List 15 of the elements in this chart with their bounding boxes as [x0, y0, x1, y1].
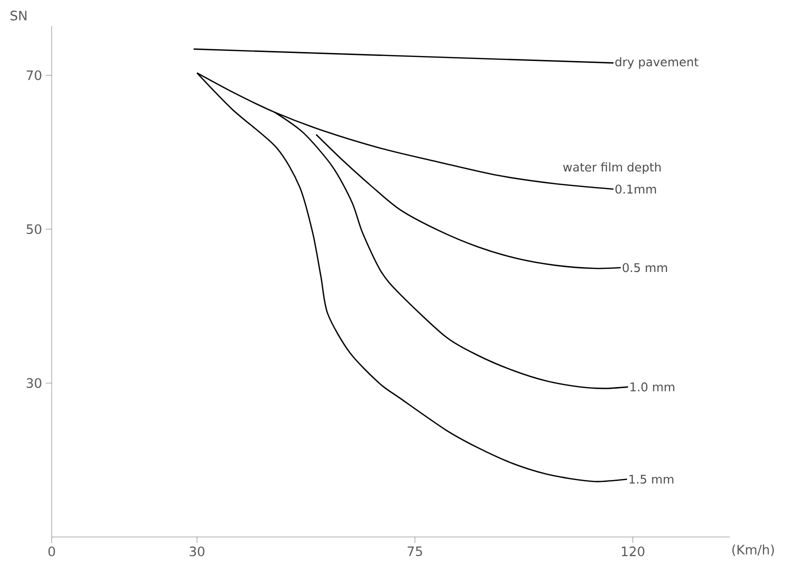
x-tick-label: 0: [48, 546, 55, 556]
x-axis-title: (Km/h): [732, 544, 774, 556]
y-tick-label: 30: [26, 378, 42, 388]
series-label: 0.1mm: [615, 184, 656, 194]
x-tick-label: 120: [622, 546, 644, 556]
series-label: 1.0 mm: [630, 382, 674, 392]
y-tick-label: 50: [26, 224, 42, 234]
series-label: 1.5 mm: [630, 474, 674, 484]
annotation: water film depth: [563, 162, 661, 174]
series-label: 0.5 mm: [622, 263, 668, 272]
y-axis-title: SN: [10, 10, 26, 20]
y-tick-label: 70: [26, 70, 42, 80]
x-tick-label: 75: [408, 546, 422, 556]
x-tick-label: 30: [190, 546, 204, 556]
series-label: dry pavement: [615, 57, 698, 69]
